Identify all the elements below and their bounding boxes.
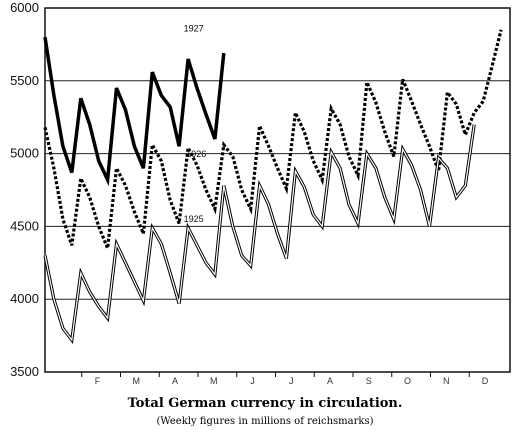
series-lines bbox=[43, 29, 503, 345]
y-tick-label: 6000 bbox=[10, 0, 39, 15]
y-tick-label: 5000 bbox=[10, 146, 39, 161]
x-tick-label: D bbox=[482, 376, 489, 386]
y-tick-label: 4500 bbox=[10, 218, 39, 233]
series-line-inner-1925 bbox=[44, 124, 475, 342]
x-tick-label: O bbox=[404, 376, 412, 386]
x-tick-label: N bbox=[443, 376, 450, 386]
grid-lines bbox=[45, 80, 510, 300]
series-line-1926 bbox=[43, 29, 503, 249]
series-label-1925: 1925 bbox=[184, 214, 204, 224]
series-line-1927 bbox=[43, 36, 226, 187]
y-tick-labels: 3500 4000 4500 5000 5500 6000 bbox=[10, 0, 39, 379]
y-tick-label: 3500 bbox=[10, 364, 39, 379]
series-label-1927: 1927 bbox=[184, 23, 204, 33]
x-tick-label: J bbox=[289, 376, 294, 386]
x-tick-label: F bbox=[95, 376, 101, 386]
x-tick-label: M bbox=[133, 376, 141, 386]
chart-title: Total German currency in circulation. bbox=[128, 396, 403, 411]
axes bbox=[44, 7, 511, 373]
chart-subtitle: (Weekly figures in millions of reichsmar… bbox=[157, 416, 374, 427]
y-tick-label: 5500 bbox=[10, 73, 39, 88]
x-tick-label: A bbox=[327, 376, 334, 386]
y-tick-label: 4000 bbox=[10, 291, 39, 306]
x-tick-label: J bbox=[250, 376, 255, 386]
series-label-1926: 1926 bbox=[186, 149, 206, 159]
x-tick-label: M bbox=[210, 376, 218, 386]
x-tick-label: S bbox=[366, 376, 373, 386]
plot-frame bbox=[44, 7, 511, 373]
series-labels: 1927 1926 1925 bbox=[184, 23, 207, 224]
x-tick-label: A bbox=[172, 376, 179, 386]
